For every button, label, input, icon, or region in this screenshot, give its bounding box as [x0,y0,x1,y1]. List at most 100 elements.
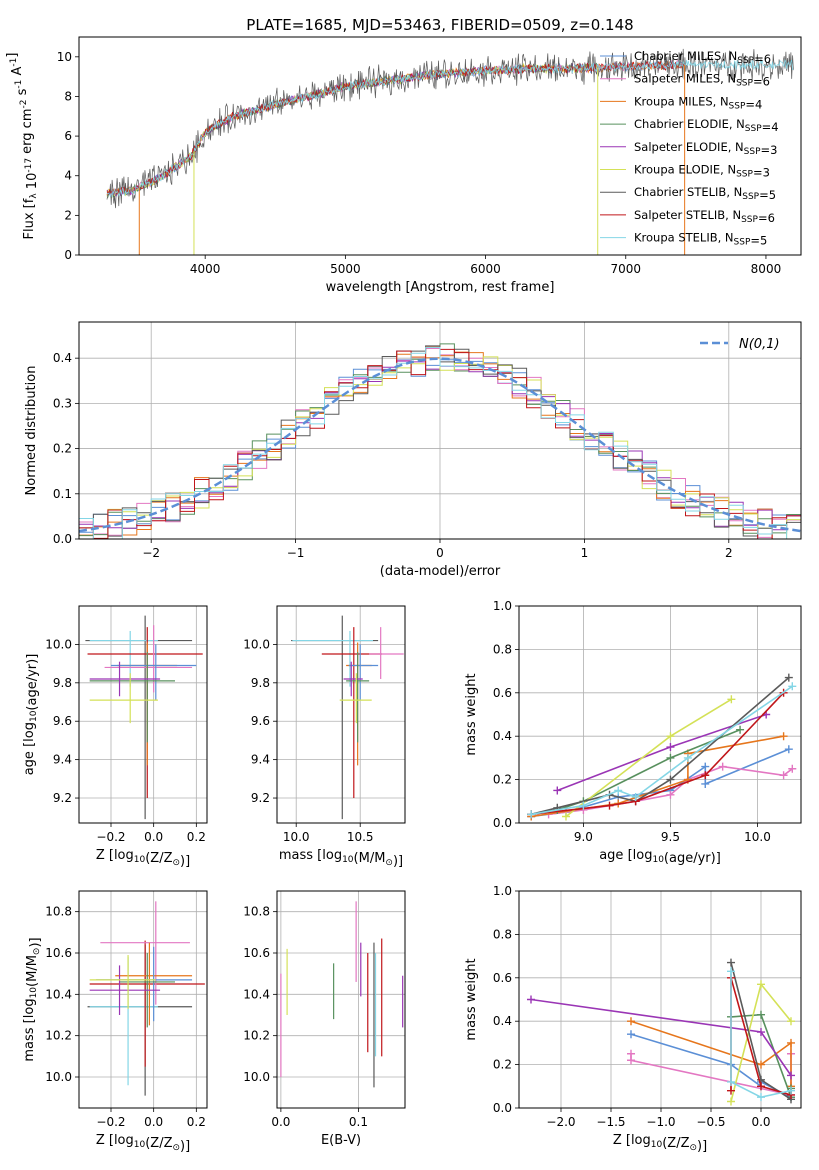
mass-vs-Z-frame [78,890,208,1109]
weight-vs-Z-ylabel: mass weight [464,958,479,1040]
age-vs-Z-xtick-label: 0.0 [144,830,163,844]
mass-vs-Z-plot-area [87,901,205,1096]
spectrum-xtick-label: 7000 [610,262,641,276]
weight-vs-age-point-marker [701,779,710,788]
normal-distribution-curve [79,357,801,533]
residuals-xtick-label: 2 [725,546,733,560]
residuals-xlabel: (data-model)/error [380,564,501,579]
age-vs-mass-ytick-label: 10.0 [243,637,270,651]
age-vs-Z-ytick-label: 10.0 [45,637,72,651]
weight-vs-age-point-marker [718,762,727,771]
spectrum-ytick-label: 8 [64,89,72,103]
mass-vs-EBV-plot-area [280,901,404,1088]
spectrum-legend-entry: Kroupa MILES, NSSP=4 [634,94,762,111]
spectrum-legend-entry: Chabrier MILES, NSSP=6 [634,49,771,66]
weight-vs-Z-point-marker [787,1071,795,1080]
weight-vs-Z-point-marker [757,1010,765,1019]
residuals-ylabel: Normed distribution [24,366,39,496]
weight-vs-Z-point-marker [787,1038,795,1047]
age-vs-mass-plot-area [291,615,404,820]
mass-vs-Z-xtick-label: −0.2 [96,1115,125,1129]
spectrum-line-kroupa-stelib [106,58,794,198]
mass-vs-EBV-xtick-label: 0.0 [271,1115,290,1129]
residuals-ytick-label: 0.1 [53,487,72,501]
mass-vs-Z-ylabel: mass [log10(M/M⊙)] [22,937,43,1061]
weight-vs-age-point-marker [579,801,588,810]
spectrum-ytick-label: 2 [64,208,72,222]
weight-vs-Z-point-marker [787,1017,795,1026]
spectrum-xtick-label: 6000 [470,262,501,276]
weight-vs-age-ytick-label: 0.0 [493,816,512,830]
mass-vs-Z-ytick-label: 10.8 [45,905,72,919]
mass-vs-Z-grid [79,891,207,1108]
weight-vs-age-point-marker [701,762,710,771]
spectrum-xtick-label: 5000 [330,262,361,276]
spectrum-ytick-label: 6 [64,129,72,143]
weight-vs-age-point-marker [562,812,570,821]
spectrum-ylabel: Flux [fλ 10-17 erg cm-2 s-1 A-1] [5,53,40,240]
age-vs-Z-frame [78,605,208,824]
weight-vs-age-plot-area [527,673,797,821]
age-vs-mass-ytick-label: 9.8 [251,676,270,690]
residuals-ytick-label: 0.3 [53,396,72,410]
weight-vs-age-point-marker [727,695,736,704]
weight-vs-Z-xtick-label: 0.0 [751,1115,770,1129]
weight-vs-age-point-marker [779,771,788,780]
mass-vs-Z-ytick-label: 10.6 [45,946,72,960]
weight-vs-Z-point-marker [727,967,735,976]
weight-vs-Z-ytick-label: 1.0 [493,884,512,898]
residuals-plot-area [79,343,801,539]
weight-vs-Z-xlabel: Z [log10(Z/Z⊙)] [613,1133,707,1154]
weight-vs-age-point-marker [779,732,788,741]
age-vs-Z-xlabel: Z [log10(Z/Z⊙)] [96,848,190,869]
spectrum-line-chabrier-stelib [106,48,794,209]
age-vs-mass-xtick-label: 10.5 [347,830,374,844]
age-vs-mass-ytick-label: 9.2 [251,791,270,805]
weight-vs-age-ytick-label: 0.6 [493,686,512,700]
mass-vs-Z-ytick-label: 10.4 [45,987,72,1001]
weight-vs-age-ytick-label: 1.0 [493,599,512,613]
spectrum-xtick-label: 8000 [751,262,782,276]
weight-vs-Z-point-marker [757,1093,765,1102]
weight-vs-age-series-chabrier-stelib [531,676,790,816]
weight-vs-Z-point-marker [757,1060,765,1069]
age-vs-mass-panel: 10.0 10.5 9.2 9.4 9.6 9.8 10.0 mass [log10(M/M⊙… [243,605,406,869]
spectrum-plot-area [106,48,794,255]
weight-vs-Z-xtick-label: −1.0 [646,1115,675,1129]
residuals-legend: N(0,1) [700,337,780,352]
age-vs-mass-ytick-label: 9.6 [251,714,270,728]
weight-vs-age-point-marker [683,753,692,762]
residuals-ytick-label: 0.0 [53,532,72,546]
weight-vs-Z-ytick-label: 0.4 [493,1014,512,1028]
normal-legend-label: N(0,1) [739,337,780,352]
weight-vs-age-point-marker [701,771,710,780]
weight-vs-age-point-marker [666,743,675,752]
mass-vs-Z-panel: −0.2 0.0 0.2 10.0 10.2 10.4 10.6 10.8 Z [log10(Z… [22,890,208,1154]
residuals-ytick-label: 0.2 [53,442,72,456]
mass-vs-EBV-ytick-label: 10.4 [243,987,270,1001]
age-vs-Z-xtick-label: −0.2 [96,830,125,844]
age-vs-mass-xlabel: mass [log10(M/M⊙)] [279,848,403,869]
weight-vs-age-frame [518,605,802,824]
mass-vs-EBV-panel: 0.0 0.1 10.0 10.2 10.4 10.6 10.8 E(B-V) [243,890,406,1148]
weight-vs-age-ytick-label: 0.4 [493,729,512,743]
weight-vs-age-ytick-label: 0.8 [493,642,512,656]
residuals-panel: −2 −1 0 1 2 0.0 0.1 0.2 0.3 0.4 (data-model)/error… [24,321,802,579]
age-vs-Z-ylabel: age [log10(age/yr)] [22,654,40,776]
weight-vs-Z-ytick-label: 0.8 [493,927,512,941]
weight-vs-Z-frame [518,890,802,1109]
mass-vs-EBV-xlabel: E(B-V) [321,1133,361,1148]
residuals-xtick-label: 1 [581,546,589,560]
weight-vs-Z-panel: −2.0 −1.5 −1.0 −0.5 0.0 0.0 0.2 0.4 0.6 0.8 1.0 Z [… [464,884,802,1154]
age-vs-Z-xtick-label: 0.2 [187,830,206,844]
residual-histogram-kroupa-stelib [79,346,801,539]
spectrum-legend-entry: Kroupa STELIB, NSSP=5 [634,231,767,248]
weight-vs-Z-xtick-label: −1.5 [596,1115,625,1129]
weight-vs-age-ytick-label: 0.2 [493,773,512,787]
weight-vs-age-point-marker [736,725,745,734]
mass-vs-Z-xtick-label: 0.0 [144,1115,163,1129]
spectrum-legend-entry: Salpeter MILES, NSSP=6 [634,72,770,89]
weight-vs-Z-point-marker [727,958,735,967]
